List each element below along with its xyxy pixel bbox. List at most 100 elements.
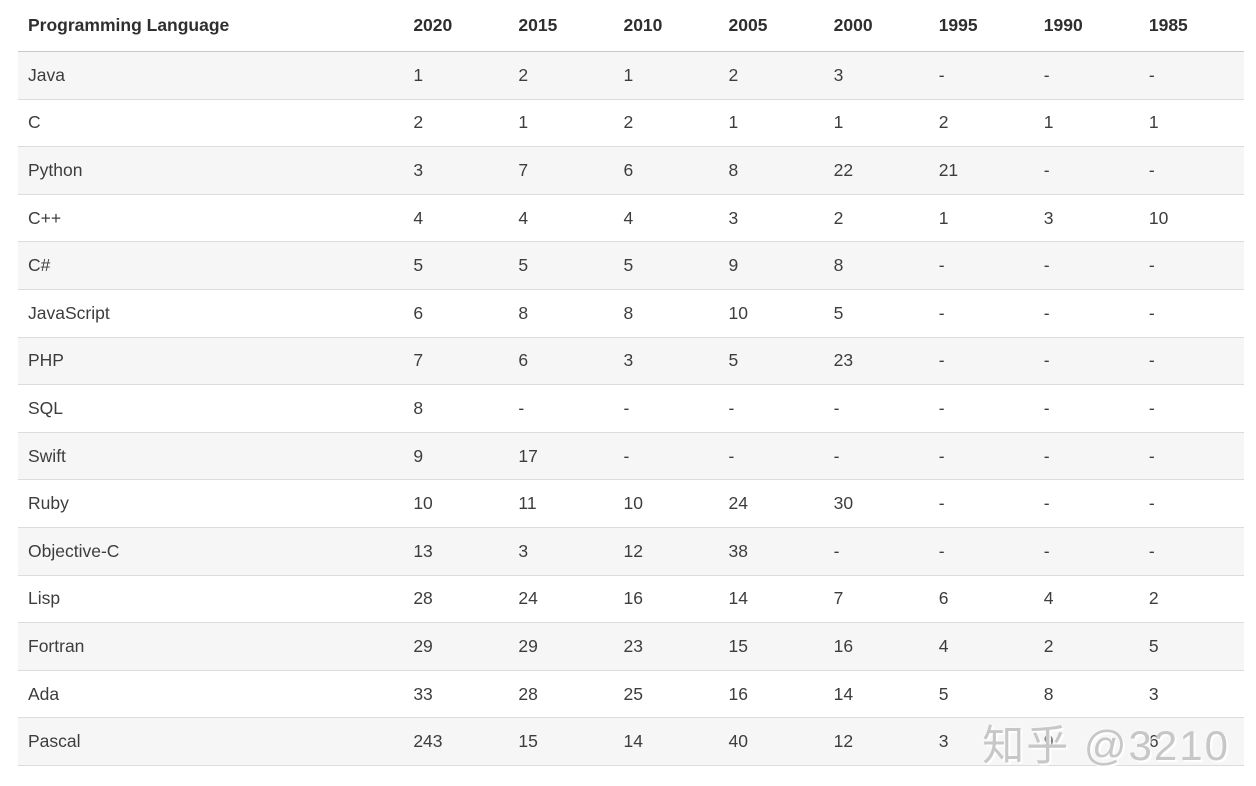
cell-rank: - (1138, 51, 1244, 100)
cell-rank: 28 (508, 670, 614, 719)
column-header-year-1995: 1995 (928, 0, 1034, 52)
cell-language: Ruby (18, 479, 404, 528)
cell-rank: - (1138, 241, 1244, 290)
cell-rank: 1 (928, 194, 1034, 243)
cell-rank: 11 (508, 479, 614, 528)
cell-rank: 28 (403, 575, 509, 624)
cell-rank: 7 (823, 575, 929, 624)
cell-rank: 2 (718, 51, 824, 100)
table-header-row: Programming Language 2020 2015 2010 2005 2000… (18, 0, 1244, 52)
cell-rank: 9 (1033, 717, 1139, 766)
table-body: Java 1 2 1 2 3- - - C 2 1 2 1 1 2 1 1 Python 3 7 6 8 22 21- - C++… (18, 51, 1244, 766)
cell-rank: 17 (508, 432, 614, 481)
cell-rank: 38 (718, 527, 824, 576)
cell-rank: 29 (403, 622, 509, 671)
cell-rank: - (1033, 289, 1139, 338)
cell-rank: 8 (718, 146, 824, 195)
cell-rank: 10 (613, 479, 719, 528)
cell-language: Ada (18, 670, 404, 719)
table-row: Python 3 7 6 8 22 21- - (18, 146, 1244, 195)
column-header-year-1985: 1985 (1138, 0, 1244, 52)
cell-rank: 21 (928, 146, 1034, 195)
cell-rank: 2 (823, 194, 929, 243)
cell-rank: 13 (403, 527, 509, 576)
cell-rank: 5 (403, 241, 509, 290)
cell-rank: - (1138, 146, 1244, 195)
cell-rank: 1 (823, 99, 929, 148)
cell-rank: 15 (508, 717, 614, 766)
cell-language: Objective-C (18, 527, 404, 576)
cell-rank: 9 (718, 241, 824, 290)
cell-rank: 5 (508, 241, 614, 290)
cell-rank: 7 (508, 146, 614, 195)
cell-rank: 33 (403, 670, 509, 719)
table-row: SQL 8- - - - - - - (18, 384, 1244, 433)
cell-rank: 2 (928, 99, 1034, 148)
cell-rank: - (613, 432, 719, 481)
table-row: Ada 33 28 25 16 14 5 8 3 (18, 670, 1244, 719)
column-header-year-2015: 2015 (508, 0, 614, 52)
cell-rank: - (1033, 146, 1139, 195)
cell-rank: 1 (718, 99, 824, 148)
table-row: Lisp 28 24 16 14 7 6 4 2 (18, 575, 1244, 624)
column-header-year-2020: 2020 (403, 0, 509, 52)
table-row: Pascal 243 15 14 40 12 3 9 6 (18, 717, 1244, 766)
cell-rank: 2 (613, 99, 719, 148)
cell-rank: 4 (1033, 575, 1139, 624)
cell-rank: 5 (823, 289, 929, 338)
cell-language: Pascal (18, 717, 404, 766)
cell-rank: 5 (613, 241, 719, 290)
cell-rank: 8 (823, 241, 929, 290)
cell-rank: 10 (718, 289, 824, 338)
cell-rank: 25 (613, 670, 719, 719)
cell-rank: 14 (823, 670, 929, 719)
cell-rank: - (823, 527, 929, 576)
cell-rank: 3 (1138, 670, 1244, 719)
cell-rank: - (1033, 241, 1139, 290)
cell-rank: 3 (508, 527, 614, 576)
table-row: C# 5 5 5 9 8- - - (18, 241, 1244, 290)
cell-rank: 4 (928, 622, 1034, 671)
table-row: Objective-C 13 3 12 38- - - - (18, 527, 1244, 576)
cell-rank: - (823, 432, 929, 481)
cell-rank: - (928, 337, 1034, 386)
cell-rank: 3 (823, 51, 929, 100)
cell-rank: 3 (403, 146, 509, 195)
cell-rank: 5 (718, 337, 824, 386)
cell-rank: 12 (613, 527, 719, 576)
cell-rank: - (928, 479, 1034, 528)
cell-language: SQL (18, 384, 404, 433)
cell-language: Python (18, 146, 404, 195)
table-row: Ruby 10 11 10 24 30- - - (18, 479, 1244, 528)
cell-rank: 16 (718, 670, 824, 719)
cell-rank: - (928, 384, 1034, 433)
cell-rank: 4 (508, 194, 614, 243)
cell-rank: 3 (1033, 194, 1139, 243)
cell-language: Swift (18, 432, 404, 481)
cell-rank: 23 (823, 337, 929, 386)
cell-rank: 29 (508, 622, 614, 671)
cell-rank: 8 (508, 289, 614, 338)
table-row: Fortran 29 29 23 15 16 4 2 5 (18, 622, 1244, 671)
cell-rank: - (1138, 289, 1244, 338)
table-header: Programming Language 2020 2015 2010 2005 2000… (18, 0, 1244, 52)
cell-rank: 24 (718, 479, 824, 528)
cell-rank: 24 (508, 575, 614, 624)
cell-rank: - (928, 289, 1034, 338)
column-header-year-2010: 2010 (613, 0, 719, 52)
table-row: Java 1 2 1 2 3- - - (18, 51, 1244, 100)
column-header-language: Programming Language (18, 0, 404, 52)
cell-rank: 15 (718, 622, 824, 671)
cell-rank: 2 (403, 99, 509, 148)
cell-rank: 23 (613, 622, 719, 671)
table-row: PHP 7 6 3 5 23- - - (18, 337, 1244, 386)
cell-rank: 6 (403, 289, 509, 338)
cell-rank: 6 (613, 146, 719, 195)
cell-rank: 243 (403, 717, 509, 766)
cell-rank: - (718, 432, 824, 481)
table-row: JavaScript 6 8 8 10 5- - - (18, 289, 1244, 338)
cell-rank: - (1033, 384, 1139, 433)
cell-language: Java (18, 51, 404, 100)
cell-rank: 8 (403, 384, 509, 433)
